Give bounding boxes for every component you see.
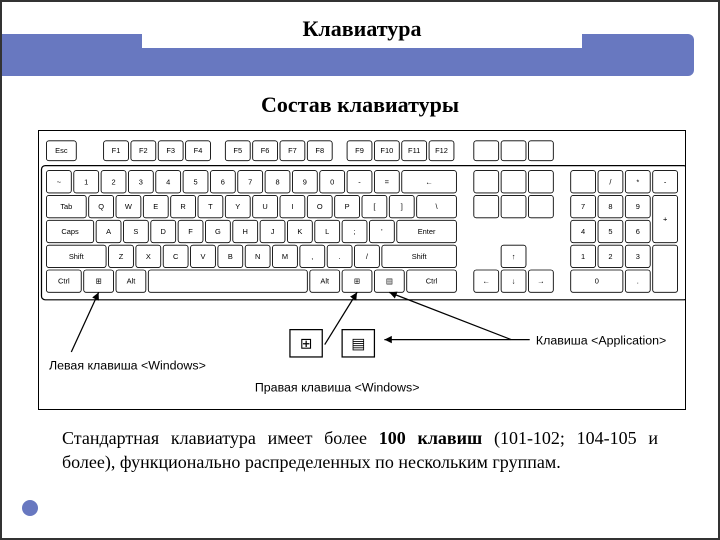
svg-text:⊞: ⊞ bbox=[354, 277, 360, 286]
svg-text:Alt: Alt bbox=[127, 277, 137, 286]
svg-text:T: T bbox=[208, 202, 213, 211]
svg-text:Левая клавиша <Windows>: Левая клавиша <Windows> bbox=[49, 358, 206, 372]
svg-text:Ctrl: Ctrl bbox=[426, 277, 438, 286]
svg-text:Z: Z bbox=[119, 252, 124, 261]
svg-text:0: 0 bbox=[595, 277, 599, 286]
svg-text:F8: F8 bbox=[315, 146, 324, 155]
svg-text:9: 9 bbox=[636, 202, 640, 211]
slide: Клавиатура Состав клавиатуры EscF1F2F3F4… bbox=[0, 0, 720, 540]
svg-text:S: S bbox=[133, 227, 138, 236]
svg-text:V: V bbox=[201, 252, 206, 261]
svg-text:F2: F2 bbox=[139, 146, 148, 155]
svg-text:F: F bbox=[188, 227, 193, 236]
svg-text:⊞: ⊞ bbox=[300, 336, 312, 352]
svg-text:G: G bbox=[215, 227, 221, 236]
svg-text:W: W bbox=[125, 202, 132, 211]
svg-text:;: ; bbox=[354, 227, 356, 236]
svg-text:X: X bbox=[146, 252, 151, 261]
svg-text:Q: Q bbox=[98, 202, 104, 211]
svg-text:6: 6 bbox=[636, 227, 640, 236]
svg-text:1: 1 bbox=[581, 252, 585, 261]
svg-text:2: 2 bbox=[608, 252, 612, 261]
svg-text:Caps: Caps bbox=[61, 227, 79, 236]
body-pre: Стандартная клавиатура имеет более bbox=[62, 428, 379, 448]
svg-text:↑: ↑ bbox=[512, 252, 516, 261]
svg-text:F1: F1 bbox=[112, 146, 121, 155]
keyboard-svg: EscF1F2F3F4F5F6F7F8F9F10F11F12~123456789… bbox=[39, 131, 685, 409]
svg-text:F3: F3 bbox=[166, 146, 175, 155]
svg-text:▤: ▤ bbox=[386, 277, 393, 286]
svg-text:E: E bbox=[153, 202, 158, 211]
svg-text:Alt: Alt bbox=[320, 277, 330, 286]
svg-text:+: + bbox=[663, 215, 667, 224]
svg-text:3: 3 bbox=[636, 252, 640, 261]
svg-text:Ctrl: Ctrl bbox=[58, 277, 70, 286]
svg-text:F10: F10 bbox=[380, 146, 393, 155]
svg-text:R: R bbox=[180, 202, 186, 211]
svg-text:B: B bbox=[228, 252, 233, 261]
svg-text:5: 5 bbox=[608, 227, 612, 236]
svg-text:3: 3 bbox=[139, 177, 143, 186]
svg-text:=: = bbox=[385, 177, 389, 186]
svg-text:4: 4 bbox=[581, 227, 585, 236]
svg-text:O: O bbox=[317, 202, 323, 211]
svg-text:Y: Y bbox=[235, 202, 240, 211]
svg-text:8: 8 bbox=[275, 177, 279, 186]
svg-text:Tab: Tab bbox=[60, 202, 72, 211]
body-bold: 100 клавиш bbox=[379, 428, 482, 448]
svg-text:F7: F7 bbox=[288, 146, 297, 155]
svg-text:,: , bbox=[311, 252, 313, 261]
svg-text:F11: F11 bbox=[408, 146, 420, 155]
svg-text:]: ] bbox=[401, 202, 403, 211]
svg-text:F12: F12 bbox=[435, 146, 448, 155]
svg-text:L: L bbox=[325, 227, 329, 236]
svg-text:4: 4 bbox=[166, 177, 170, 186]
svg-text:←: ← bbox=[425, 177, 432, 186]
svg-text:J: J bbox=[271, 227, 275, 236]
svg-text:0: 0 bbox=[330, 177, 334, 186]
svg-text:Enter: Enter bbox=[418, 227, 436, 236]
svg-text:⊞: ⊞ bbox=[96, 277, 102, 286]
subtitle: Состав клавиатуры bbox=[2, 92, 718, 118]
svg-text:N: N bbox=[255, 252, 260, 261]
svg-text:Esc: Esc bbox=[55, 146, 68, 155]
svg-text:↓: ↓ bbox=[512, 277, 516, 286]
svg-text:M: M bbox=[282, 252, 288, 261]
svg-text:I: I bbox=[291, 202, 293, 211]
svg-text:K: K bbox=[297, 227, 302, 236]
svg-text:H: H bbox=[243, 227, 248, 236]
svg-text:1: 1 bbox=[84, 177, 88, 186]
svg-text:7: 7 bbox=[581, 202, 585, 211]
page-title: Клавиатура bbox=[142, 10, 582, 48]
svg-text:Shift: Shift bbox=[69, 252, 85, 261]
svg-text:→: → bbox=[537, 277, 544, 286]
svg-text:▤: ▤ bbox=[351, 336, 365, 352]
svg-text:F5: F5 bbox=[233, 146, 242, 155]
accent-dot bbox=[22, 500, 38, 516]
svg-text:P: P bbox=[345, 202, 350, 211]
svg-text:Shift: Shift bbox=[412, 252, 428, 261]
svg-text:A: A bbox=[106, 227, 111, 236]
keyboard-diagram: EscF1F2F3F4F5F6F7F8F9F10F11F12~123456789… bbox=[38, 130, 686, 410]
svg-text:F9: F9 bbox=[355, 146, 364, 155]
svg-text:.: . bbox=[637, 277, 639, 286]
svg-text:F4: F4 bbox=[194, 146, 203, 155]
svg-text:6: 6 bbox=[221, 177, 225, 186]
svg-text:Клавиша <Application>: Клавиша <Application> bbox=[536, 334, 666, 348]
svg-text:5: 5 bbox=[193, 177, 197, 186]
svg-text:*: * bbox=[636, 177, 639, 186]
svg-text:D: D bbox=[161, 227, 167, 236]
svg-text:Правая клавиша <Windows>: Правая клавиша <Windows> bbox=[255, 381, 420, 395]
svg-text:9: 9 bbox=[303, 177, 307, 186]
svg-text:C: C bbox=[173, 252, 179, 261]
svg-text:2: 2 bbox=[111, 177, 115, 186]
body-text: Стандартная клавиатура имеет более 100 к… bbox=[62, 426, 658, 475]
svg-text:7: 7 bbox=[248, 177, 252, 186]
svg-text:←: ← bbox=[483, 277, 490, 286]
svg-text:.: . bbox=[339, 252, 341, 261]
svg-text:~: ~ bbox=[57, 177, 62, 186]
svg-text:8: 8 bbox=[608, 202, 612, 211]
svg-text:U: U bbox=[262, 202, 267, 211]
svg-text:F6: F6 bbox=[261, 146, 270, 155]
